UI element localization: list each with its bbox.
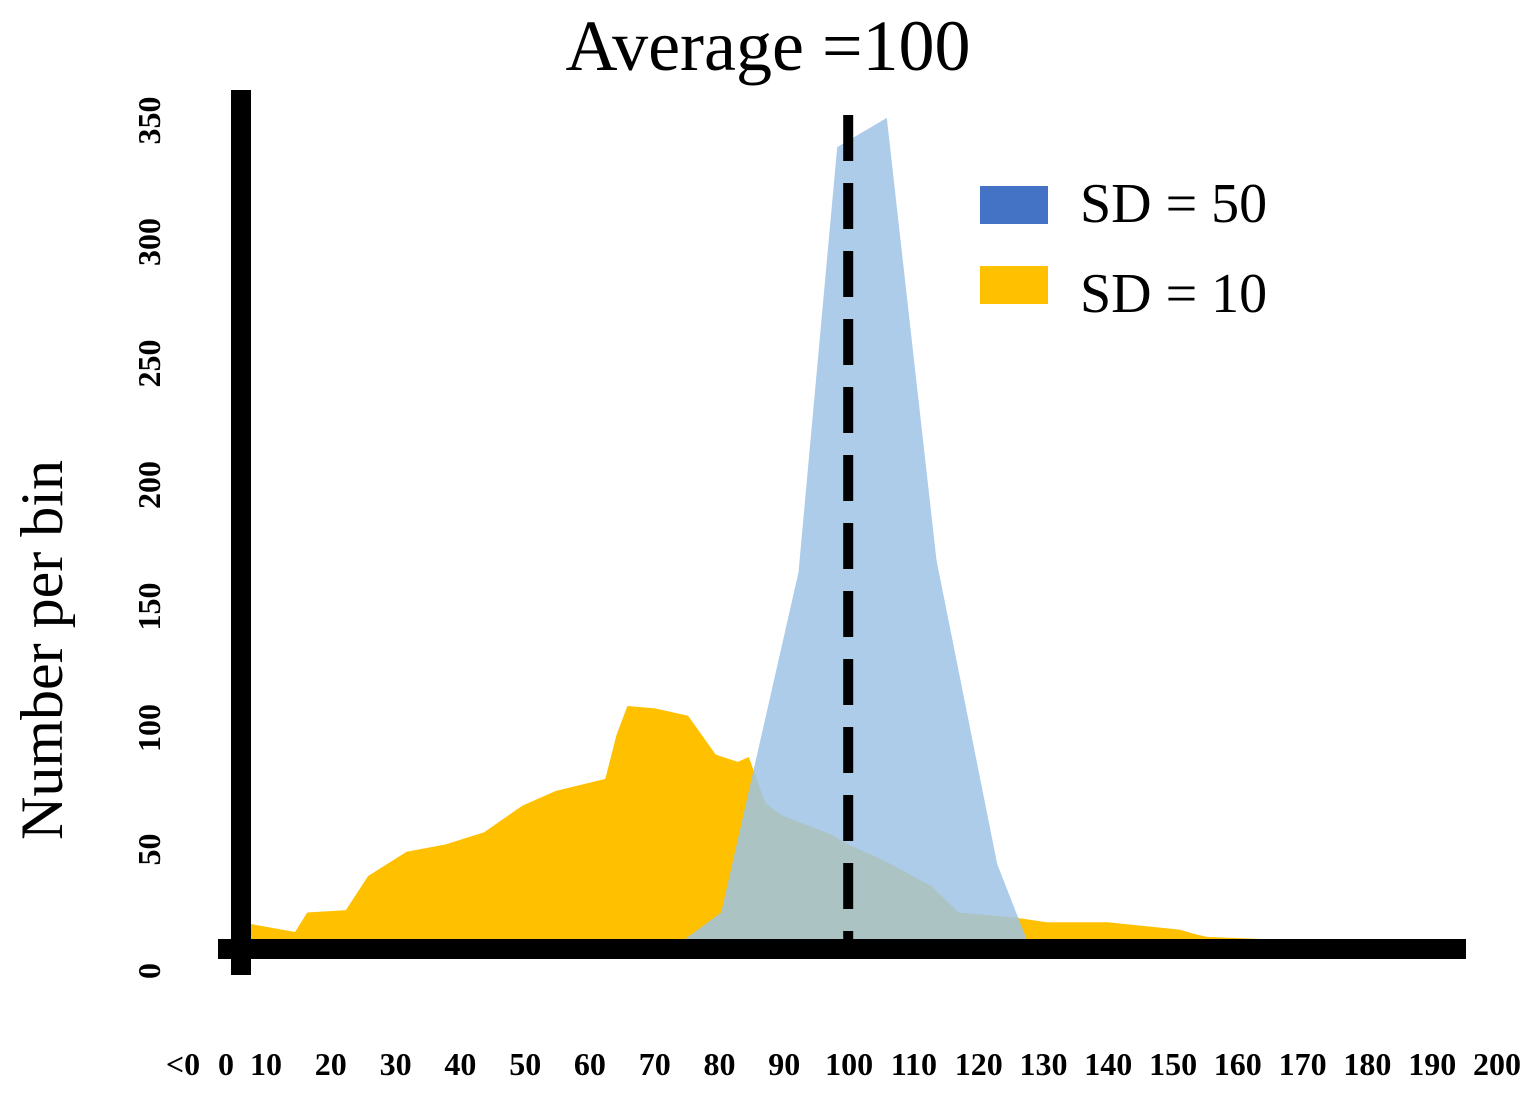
y-tick-label: 50 bbox=[131, 834, 167, 866]
y-tick-label: 150 bbox=[131, 583, 167, 631]
chart-title: Average =100 bbox=[565, 6, 970, 86]
x-tick-label: 120 bbox=[955, 1046, 1003, 1082]
legend-swatch-sd50 bbox=[980, 186, 1048, 224]
x-tick-label: 190 bbox=[1408, 1046, 1456, 1082]
y-tick-label: 200 bbox=[131, 461, 167, 509]
x-tick-label: 180 bbox=[1343, 1046, 1391, 1082]
y-tick-label: 300 bbox=[131, 218, 167, 266]
y-ticks: 0 50 100 150 200 250 300 350 bbox=[131, 97, 167, 980]
x-tick-label: 110 bbox=[891, 1046, 937, 1082]
x-tick-label: 70 bbox=[639, 1046, 671, 1082]
x-tick-label: 100 bbox=[825, 1046, 873, 1082]
series-layer bbox=[241, 117, 1401, 949]
x-tick-label: 170 bbox=[1279, 1046, 1327, 1082]
y-axis-label: Number per bin bbox=[9, 460, 75, 840]
x-tick-label: 40 bbox=[444, 1046, 476, 1082]
axes-layer bbox=[218, 90, 1466, 975]
x-ticks: <0 0 10 20 30 40 50 60 70 80 90 100 110 120 130 140 150 1… bbox=[166, 1046, 1521, 1082]
x-tick-label: 80 bbox=[704, 1046, 736, 1082]
x-tick-label: 140 bbox=[1084, 1046, 1132, 1082]
legend-label-sd10: SD = 10 bbox=[1080, 263, 1267, 325]
legend-label-sd50: SD = 50 bbox=[1080, 173, 1267, 235]
x-tick-label: 130 bbox=[1020, 1046, 1068, 1082]
area-series-sd10 bbox=[241, 706, 1401, 949]
x-tick-label: 20 bbox=[315, 1046, 347, 1082]
y-tick-label: 0 bbox=[131, 963, 167, 979]
y-tick-label: 250 bbox=[131, 340, 167, 388]
y-tick-label: 350 bbox=[131, 97, 167, 145]
x-tick-label: 200 bbox=[1473, 1046, 1521, 1082]
x-tick-label: 0 bbox=[218, 1046, 234, 1082]
legend-swatch-sd10 bbox=[980, 266, 1048, 304]
x-tick-label: 160 bbox=[1214, 1046, 1262, 1082]
y-tick-label: 100 bbox=[131, 704, 167, 752]
x-tick-label: 90 bbox=[768, 1046, 800, 1082]
x-tick-label: 60 bbox=[574, 1046, 606, 1082]
x-tick-label: 30 bbox=[380, 1046, 412, 1082]
area-series-sd50 bbox=[671, 117, 1075, 949]
x-tick-label: <0 bbox=[166, 1046, 200, 1082]
x-tick-label: 50 bbox=[509, 1046, 541, 1082]
x-tick-label: 150 bbox=[1149, 1046, 1197, 1082]
legend: SD = 50 SD = 10 bbox=[980, 173, 1267, 325]
x-tick-label: 10 bbox=[250, 1046, 282, 1082]
